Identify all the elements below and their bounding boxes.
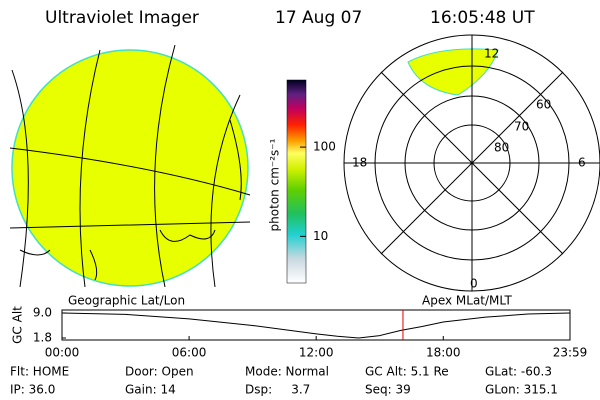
status-field: GLon: 315.1 — [485, 383, 558, 397]
x-tick-label: 12:00 — [299, 346, 334, 360]
colorbar — [286, 79, 307, 284]
map-label: Geographic Lat/Lon — [68, 294, 185, 308]
ring-label: 70 — [514, 120, 529, 134]
status-field: Seq: 39 — [365, 383, 411, 397]
map-grid — [9, 45, 251, 287]
status-field: GC Alt: 5.1 Re — [365, 365, 449, 379]
polar-label: 6 — [578, 156, 586, 170]
ring-label: 60 — [536, 98, 551, 112]
image-disk — [11, 49, 249, 287]
status-field: Dsp: 3.7 — [245, 383, 310, 397]
polar-label: 12 — [484, 47, 499, 61]
map — [9, 45, 251, 287]
x-tick-label: 06:00 — [172, 346, 207, 360]
y-tick-label: 1.8 — [33, 331, 52, 345]
polar-grid — [343, 34, 600, 292]
x-tick-label: 23:59 — [553, 346, 588, 360]
colorbar-tick-label: 100 — [313, 140, 336, 154]
title: Ultraviolet Imager — [45, 8, 199, 28]
altitude-line — [61, 312, 571, 339]
status-field: Flt: HOME — [10, 365, 69, 379]
colorbar-tick-label: 10 — [313, 229, 328, 243]
date: 17 Aug 07 — [275, 8, 362, 28]
x-tick-label: 18:00 — [426, 346, 461, 360]
status-field: Door: Open — [125, 365, 194, 379]
alt-frame — [61, 309, 571, 341]
status-field: Mode: Normal — [245, 365, 329, 379]
colorbar-label: photon cm⁻²s⁻¹ — [268, 138, 282, 231]
ring-label: 80 — [494, 141, 509, 155]
y-axis-label: GC Alt — [11, 306, 25, 344]
polar-label: 18 — [352, 156, 367, 170]
y-tick-label: 9.0 — [33, 306, 52, 320]
aurora — [407, 48, 499, 96]
time: 16:05:48 UT — [430, 8, 535, 28]
polar-label: 0 — [470, 277, 478, 291]
status-field: Gain: 14 — [125, 383, 176, 397]
status-field: IP: 36.0 — [10, 383, 55, 397]
status-field: GLat: -60.3 — [485, 365, 552, 379]
map-label: Apex MLat/MLT — [422, 294, 512, 308]
x-tick-label: 00:00 — [45, 346, 80, 360]
